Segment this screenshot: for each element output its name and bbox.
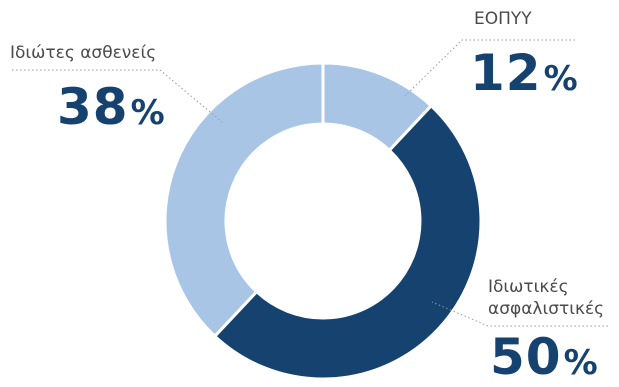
leader-private-patients: [12, 69, 223, 123]
slice-value-eopyy: 12%: [470, 44, 578, 102]
slice-value-private-insurers-sign: %: [563, 343, 598, 383]
slice-private-insurers: [212, 103, 483, 381]
leader-private-insurers: [431, 301, 608, 327]
slice-label-eopyy: ΕΟΠΥΥ: [474, 9, 532, 29]
slice-private-patients: [163, 61, 325, 339]
slice-value-private-insurers-number: 50: [490, 328, 562, 386]
slice-value-private-insurers: 50%: [490, 328, 598, 386]
leader-eopyy: [404, 39, 575, 97]
slice-label-private-patients: Ιδιώτες ασθενείς: [10, 43, 157, 63]
slice-value-private-patients-number: 38: [57, 78, 129, 136]
slice-value-eopyy-number: 12: [470, 44, 542, 102]
slice-value-eopyy-sign: %: [543, 59, 578, 99]
slice-label-private-insurers-line-2: ασφαλιστικές: [488, 299, 605, 319]
slice-value-private-patients-sign: %: [130, 93, 165, 133]
slice-value-private-patients: 38%: [57, 78, 165, 136]
slice-label-private-insurers-line-1: Ιδιωτικές: [488, 277, 569, 297]
slice-label-private-insurers: Ιδιωτικές ασφαλιστικές: [488, 276, 604, 320]
